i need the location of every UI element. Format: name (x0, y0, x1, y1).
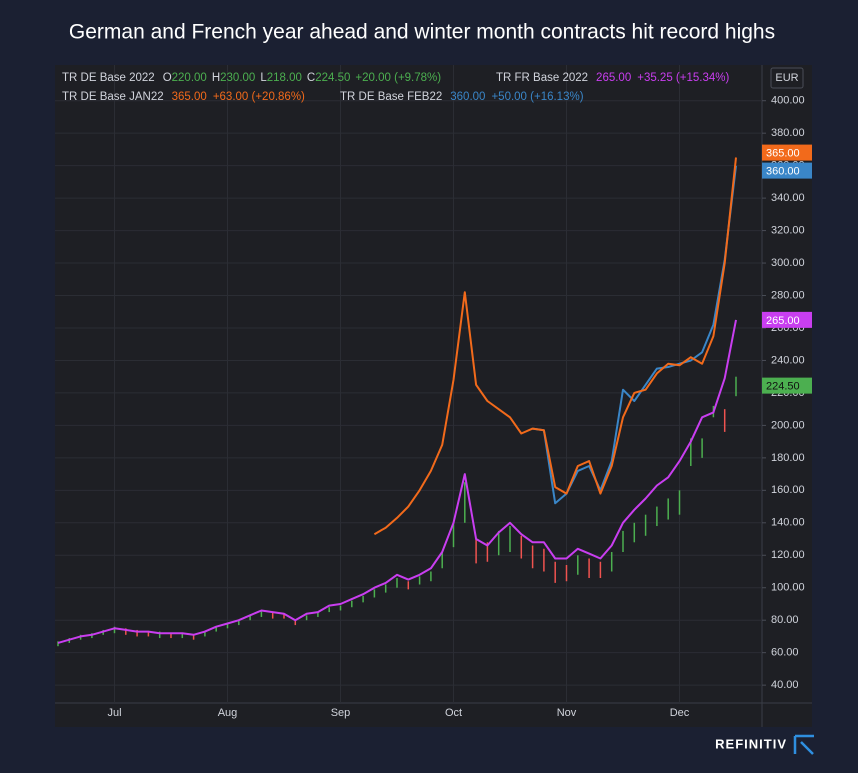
x-tick-label: Aug (218, 707, 238, 719)
x-tick-label: Nov (557, 707, 577, 719)
plot-panel (55, 65, 812, 727)
y-tick-label: 100.00 (771, 582, 805, 594)
currency-box (770, 67, 804, 89)
price-tag-label: 365.00 (766, 147, 800, 159)
legend-text: +35.25 (+15.34%) (637, 72, 729, 84)
currency-label: EUR (775, 72, 798, 84)
legend-text: +20.00 (+9.78%) (355, 72, 441, 84)
y-tick-label: 180.00 (771, 452, 805, 464)
legend-text: 218.00 (267, 72, 302, 84)
y-tick-label: 140.00 (771, 517, 805, 529)
y-tick-label: 380.00 (771, 127, 805, 139)
legend-text: TR DE Base 2022 (62, 72, 155, 84)
y-tick-label: 40.00 (771, 679, 799, 691)
y-tick-label: 280.00 (771, 289, 805, 301)
y-tick-label: 300.00 (771, 257, 805, 269)
price-tag-label: 360.00 (766, 165, 800, 177)
series-line (373, 157, 737, 536)
legend-text: 230.00 (220, 72, 255, 84)
y-tick-label: 240.00 (771, 354, 805, 366)
price-tag (762, 311, 812, 328)
chart-title: German and French year ahead and winter … (69, 21, 775, 44)
legend-text: 224.50 (315, 72, 350, 84)
series-line (57, 319, 737, 644)
legend-text: H (212, 72, 220, 84)
legend-text: 265.00 (596, 72, 631, 84)
x-tick-label: Oct (445, 707, 462, 719)
price-tag (762, 144, 812, 161)
y-tick-label: 200.00 (771, 419, 805, 431)
y-tick-label: 400.00 (771, 95, 805, 107)
legend-text: 365.00 (172, 91, 207, 103)
y-tick-label: 120.00 (771, 549, 805, 561)
price-tag (762, 162, 812, 179)
price-tag-label: 265.00 (766, 315, 800, 327)
legend-text: TR DE Base JAN22 (62, 91, 164, 103)
y-tick-label: 320.00 (771, 224, 805, 236)
legend-text: TR DE Base FEB22 (340, 91, 442, 103)
legend-text: 360.00 (450, 91, 485, 103)
y-tick-label: 340.00 (771, 192, 805, 204)
x-tick-label: Sep (331, 707, 351, 719)
legend-text: O (163, 72, 172, 84)
y-tick-label: 160.00 (771, 484, 805, 496)
y-tick-label: 60.00 (771, 647, 799, 659)
legend-text: +50.00 (+16.13%) (491, 91, 583, 103)
legend-text: TR FR Base 2022 (496, 72, 588, 84)
brand-logo (793, 734, 814, 755)
legend-text: +63.00 (+20.86%) (213, 91, 305, 103)
x-tick-label: Jul (107, 707, 121, 719)
price-tag (762, 377, 812, 394)
brand: REFINITIV (715, 736, 787, 751)
x-tick-label: Dec (670, 707, 690, 719)
price-tag-label: 224.50 (766, 381, 800, 393)
legend-text: C (307, 72, 315, 84)
y-tick-label: 80.00 (771, 614, 799, 626)
legend-text: 220.00 (172, 72, 207, 84)
legend-text: L (260, 72, 267, 84)
